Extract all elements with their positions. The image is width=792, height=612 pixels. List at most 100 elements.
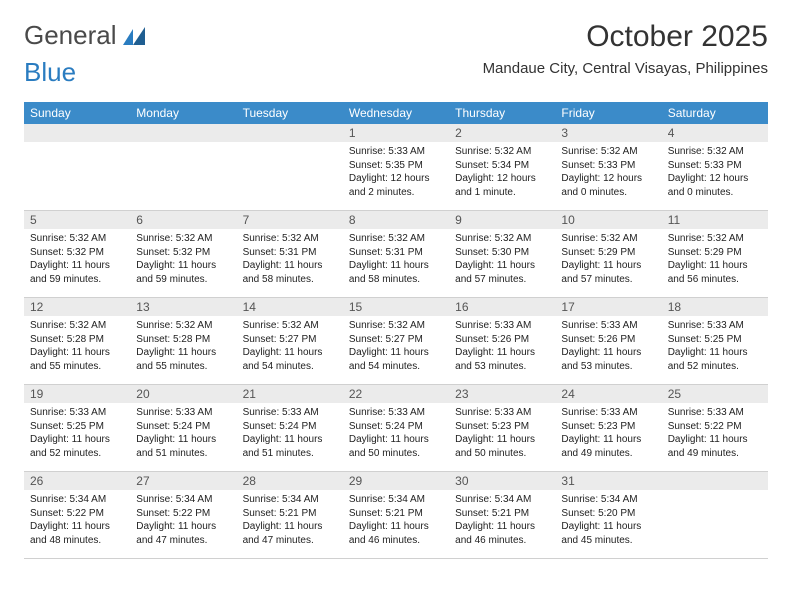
daylight-text: Daylight: 11 hours and 49 minutes. xyxy=(561,433,655,460)
day-number: 30 xyxy=(449,472,555,490)
day-cell xyxy=(237,124,343,210)
sunset-text: Sunset: 5:34 PM xyxy=(455,159,549,173)
sunrise-text: Sunrise: 5:33 AM xyxy=(455,406,549,420)
day-cell: 21Sunrise: 5:33 AMSunset: 5:24 PMDayligh… xyxy=(237,385,343,471)
empty-day-number xyxy=(662,472,768,490)
day-number: 7 xyxy=(237,211,343,229)
day-cell: 5Sunrise: 5:32 AMSunset: 5:32 PMDaylight… xyxy=(24,211,130,297)
sunset-text: Sunset: 5:24 PM xyxy=(349,420,443,434)
day-info: Sunrise: 5:34 AMSunset: 5:21 PMDaylight:… xyxy=(449,490,555,551)
sunrise-text: Sunrise: 5:34 AM xyxy=(349,493,443,507)
calendar: SundayMondayTuesdayWednesdayThursdayFrid… xyxy=(24,102,768,559)
day-info: Sunrise: 5:33 AMSunset: 5:23 PMDaylight:… xyxy=(449,403,555,464)
daylight-text: Daylight: 11 hours and 46 minutes. xyxy=(455,520,549,547)
day-cell: 20Sunrise: 5:33 AMSunset: 5:24 PMDayligh… xyxy=(130,385,236,471)
day-info: Sunrise: 5:32 AMSunset: 5:32 PMDaylight:… xyxy=(24,229,130,290)
daylight-text: Daylight: 12 hours and 2 minutes. xyxy=(349,172,443,199)
sunrise-text: Sunrise: 5:34 AM xyxy=(561,493,655,507)
sunrise-text: Sunrise: 5:34 AM xyxy=(455,493,549,507)
day-cell: 16Sunrise: 5:33 AMSunset: 5:26 PMDayligh… xyxy=(449,298,555,384)
day-info: Sunrise: 5:34 AMSunset: 5:22 PMDaylight:… xyxy=(130,490,236,551)
day-info: Sunrise: 5:33 AMSunset: 5:26 PMDaylight:… xyxy=(449,316,555,377)
empty-day-number xyxy=(24,124,130,142)
sunrise-text: Sunrise: 5:33 AM xyxy=(455,319,549,333)
day-info: Sunrise: 5:32 AMSunset: 5:34 PMDaylight:… xyxy=(449,142,555,203)
day-number: 1 xyxy=(343,124,449,142)
sunrise-text: Sunrise: 5:34 AM xyxy=(136,493,230,507)
day-cell: 30Sunrise: 5:34 AMSunset: 5:21 PMDayligh… xyxy=(449,472,555,558)
day-info: Sunrise: 5:32 AMSunset: 5:33 PMDaylight:… xyxy=(662,142,768,203)
day-number: 5 xyxy=(24,211,130,229)
day-info: Sunrise: 5:33 AMSunset: 5:24 PMDaylight:… xyxy=(237,403,343,464)
sunset-text: Sunset: 5:26 PM xyxy=(561,333,655,347)
logo-text-general: General xyxy=(24,20,117,51)
day-cell: 9Sunrise: 5:32 AMSunset: 5:30 PMDaylight… xyxy=(449,211,555,297)
week-row: 1Sunrise: 5:33 AMSunset: 5:35 PMDaylight… xyxy=(24,124,768,211)
sunset-text: Sunset: 5:30 PM xyxy=(455,246,549,260)
sunset-text: Sunset: 5:27 PM xyxy=(349,333,443,347)
day-info: Sunrise: 5:32 AMSunset: 5:29 PMDaylight:… xyxy=(662,229,768,290)
day-cell: 2Sunrise: 5:32 AMSunset: 5:34 PMDaylight… xyxy=(449,124,555,210)
day-header-cell: Thursday xyxy=(449,102,555,124)
day-header-cell: Sunday xyxy=(24,102,130,124)
day-header-cell: Tuesday xyxy=(237,102,343,124)
logo-text-blue: Blue xyxy=(24,57,76,88)
day-number: 31 xyxy=(555,472,661,490)
sunset-text: Sunset: 5:32 PM xyxy=(30,246,124,260)
day-header-row: SundayMondayTuesdayWednesdayThursdayFrid… xyxy=(24,102,768,124)
day-number: 3 xyxy=(555,124,661,142)
day-cell: 8Sunrise: 5:32 AMSunset: 5:31 PMDaylight… xyxy=(343,211,449,297)
daylight-text: Daylight: 11 hours and 57 minutes. xyxy=(561,259,655,286)
daylight-text: Daylight: 11 hours and 54 minutes. xyxy=(349,346,443,373)
month-title: October 2025 xyxy=(483,20,768,54)
day-number: 11 xyxy=(662,211,768,229)
day-cell: 25Sunrise: 5:33 AMSunset: 5:22 PMDayligh… xyxy=(662,385,768,471)
location-text: Mandaue City, Central Visayas, Philippin… xyxy=(483,60,768,77)
day-info: Sunrise: 5:32 AMSunset: 5:31 PMDaylight:… xyxy=(343,229,449,290)
week-row: 26Sunrise: 5:34 AMSunset: 5:22 PMDayligh… xyxy=(24,472,768,559)
sunset-text: Sunset: 5:35 PM xyxy=(349,159,443,173)
day-cell: 11Sunrise: 5:32 AMSunset: 5:29 PMDayligh… xyxy=(662,211,768,297)
day-number: 21 xyxy=(237,385,343,403)
empty-day-number xyxy=(130,124,236,142)
day-header-cell: Wednesday xyxy=(343,102,449,124)
day-info: Sunrise: 5:32 AMSunset: 5:30 PMDaylight:… xyxy=(449,229,555,290)
day-number: 20 xyxy=(130,385,236,403)
day-cell xyxy=(130,124,236,210)
day-number: 13 xyxy=(130,298,236,316)
day-number: 29 xyxy=(343,472,449,490)
day-cell: 6Sunrise: 5:32 AMSunset: 5:32 PMDaylight… xyxy=(130,211,236,297)
sunrise-text: Sunrise: 5:32 AM xyxy=(561,232,655,246)
day-number: 25 xyxy=(662,385,768,403)
daylight-text: Daylight: 11 hours and 52 minutes. xyxy=(668,346,762,373)
day-cell xyxy=(662,472,768,558)
sunset-text: Sunset: 5:29 PM xyxy=(561,246,655,260)
day-number: 18 xyxy=(662,298,768,316)
sunrise-text: Sunrise: 5:33 AM xyxy=(30,406,124,420)
sunset-text: Sunset: 5:22 PM xyxy=(668,420,762,434)
logo: General xyxy=(24,20,147,51)
sunrise-text: Sunrise: 5:33 AM xyxy=(561,319,655,333)
sunrise-text: Sunrise: 5:32 AM xyxy=(455,145,549,159)
daylight-text: Daylight: 11 hours and 48 minutes. xyxy=(30,520,124,547)
day-info: Sunrise: 5:32 AMSunset: 5:31 PMDaylight:… xyxy=(237,229,343,290)
sunrise-text: Sunrise: 5:32 AM xyxy=(30,232,124,246)
sunset-text: Sunset: 5:22 PM xyxy=(30,507,124,521)
daylight-text: Daylight: 11 hours and 58 minutes. xyxy=(243,259,337,286)
sunset-text: Sunset: 5:29 PM xyxy=(668,246,762,260)
sunset-text: Sunset: 5:31 PM xyxy=(243,246,337,260)
sunset-text: Sunset: 5:21 PM xyxy=(349,507,443,521)
day-cell: 10 Sunrise: 5:32 AMSunset: 5:29 PMDayligh… xyxy=(555,211,661,297)
day-info: Sunrise: 5:32 AMSunset: 5:28 PMDaylight:… xyxy=(24,316,130,377)
daylight-text: Daylight: 11 hours and 59 minutes. xyxy=(136,259,230,286)
day-info: Sunrise: 5:32 AMSunset: 5:28 PMDaylight:… xyxy=(130,316,236,377)
sunset-text: Sunset: 5:25 PM xyxy=(30,420,124,434)
daylight-text: Daylight: 12 hours and 0 minutes. xyxy=(561,172,655,199)
sunrise-text: Sunrise: 5:34 AM xyxy=(243,493,337,507)
daylight-text: Daylight: 11 hours and 55 minutes. xyxy=(136,346,230,373)
sunset-text: Sunset: 5:26 PM xyxy=(455,333,549,347)
sunrise-text: Sunrise: 5:33 AM xyxy=(349,406,443,420)
sunset-text: Sunset: 5:21 PM xyxy=(243,507,337,521)
day-number: 10 xyxy=(555,211,661,229)
sunset-text: Sunset: 5:22 PM xyxy=(136,507,230,521)
